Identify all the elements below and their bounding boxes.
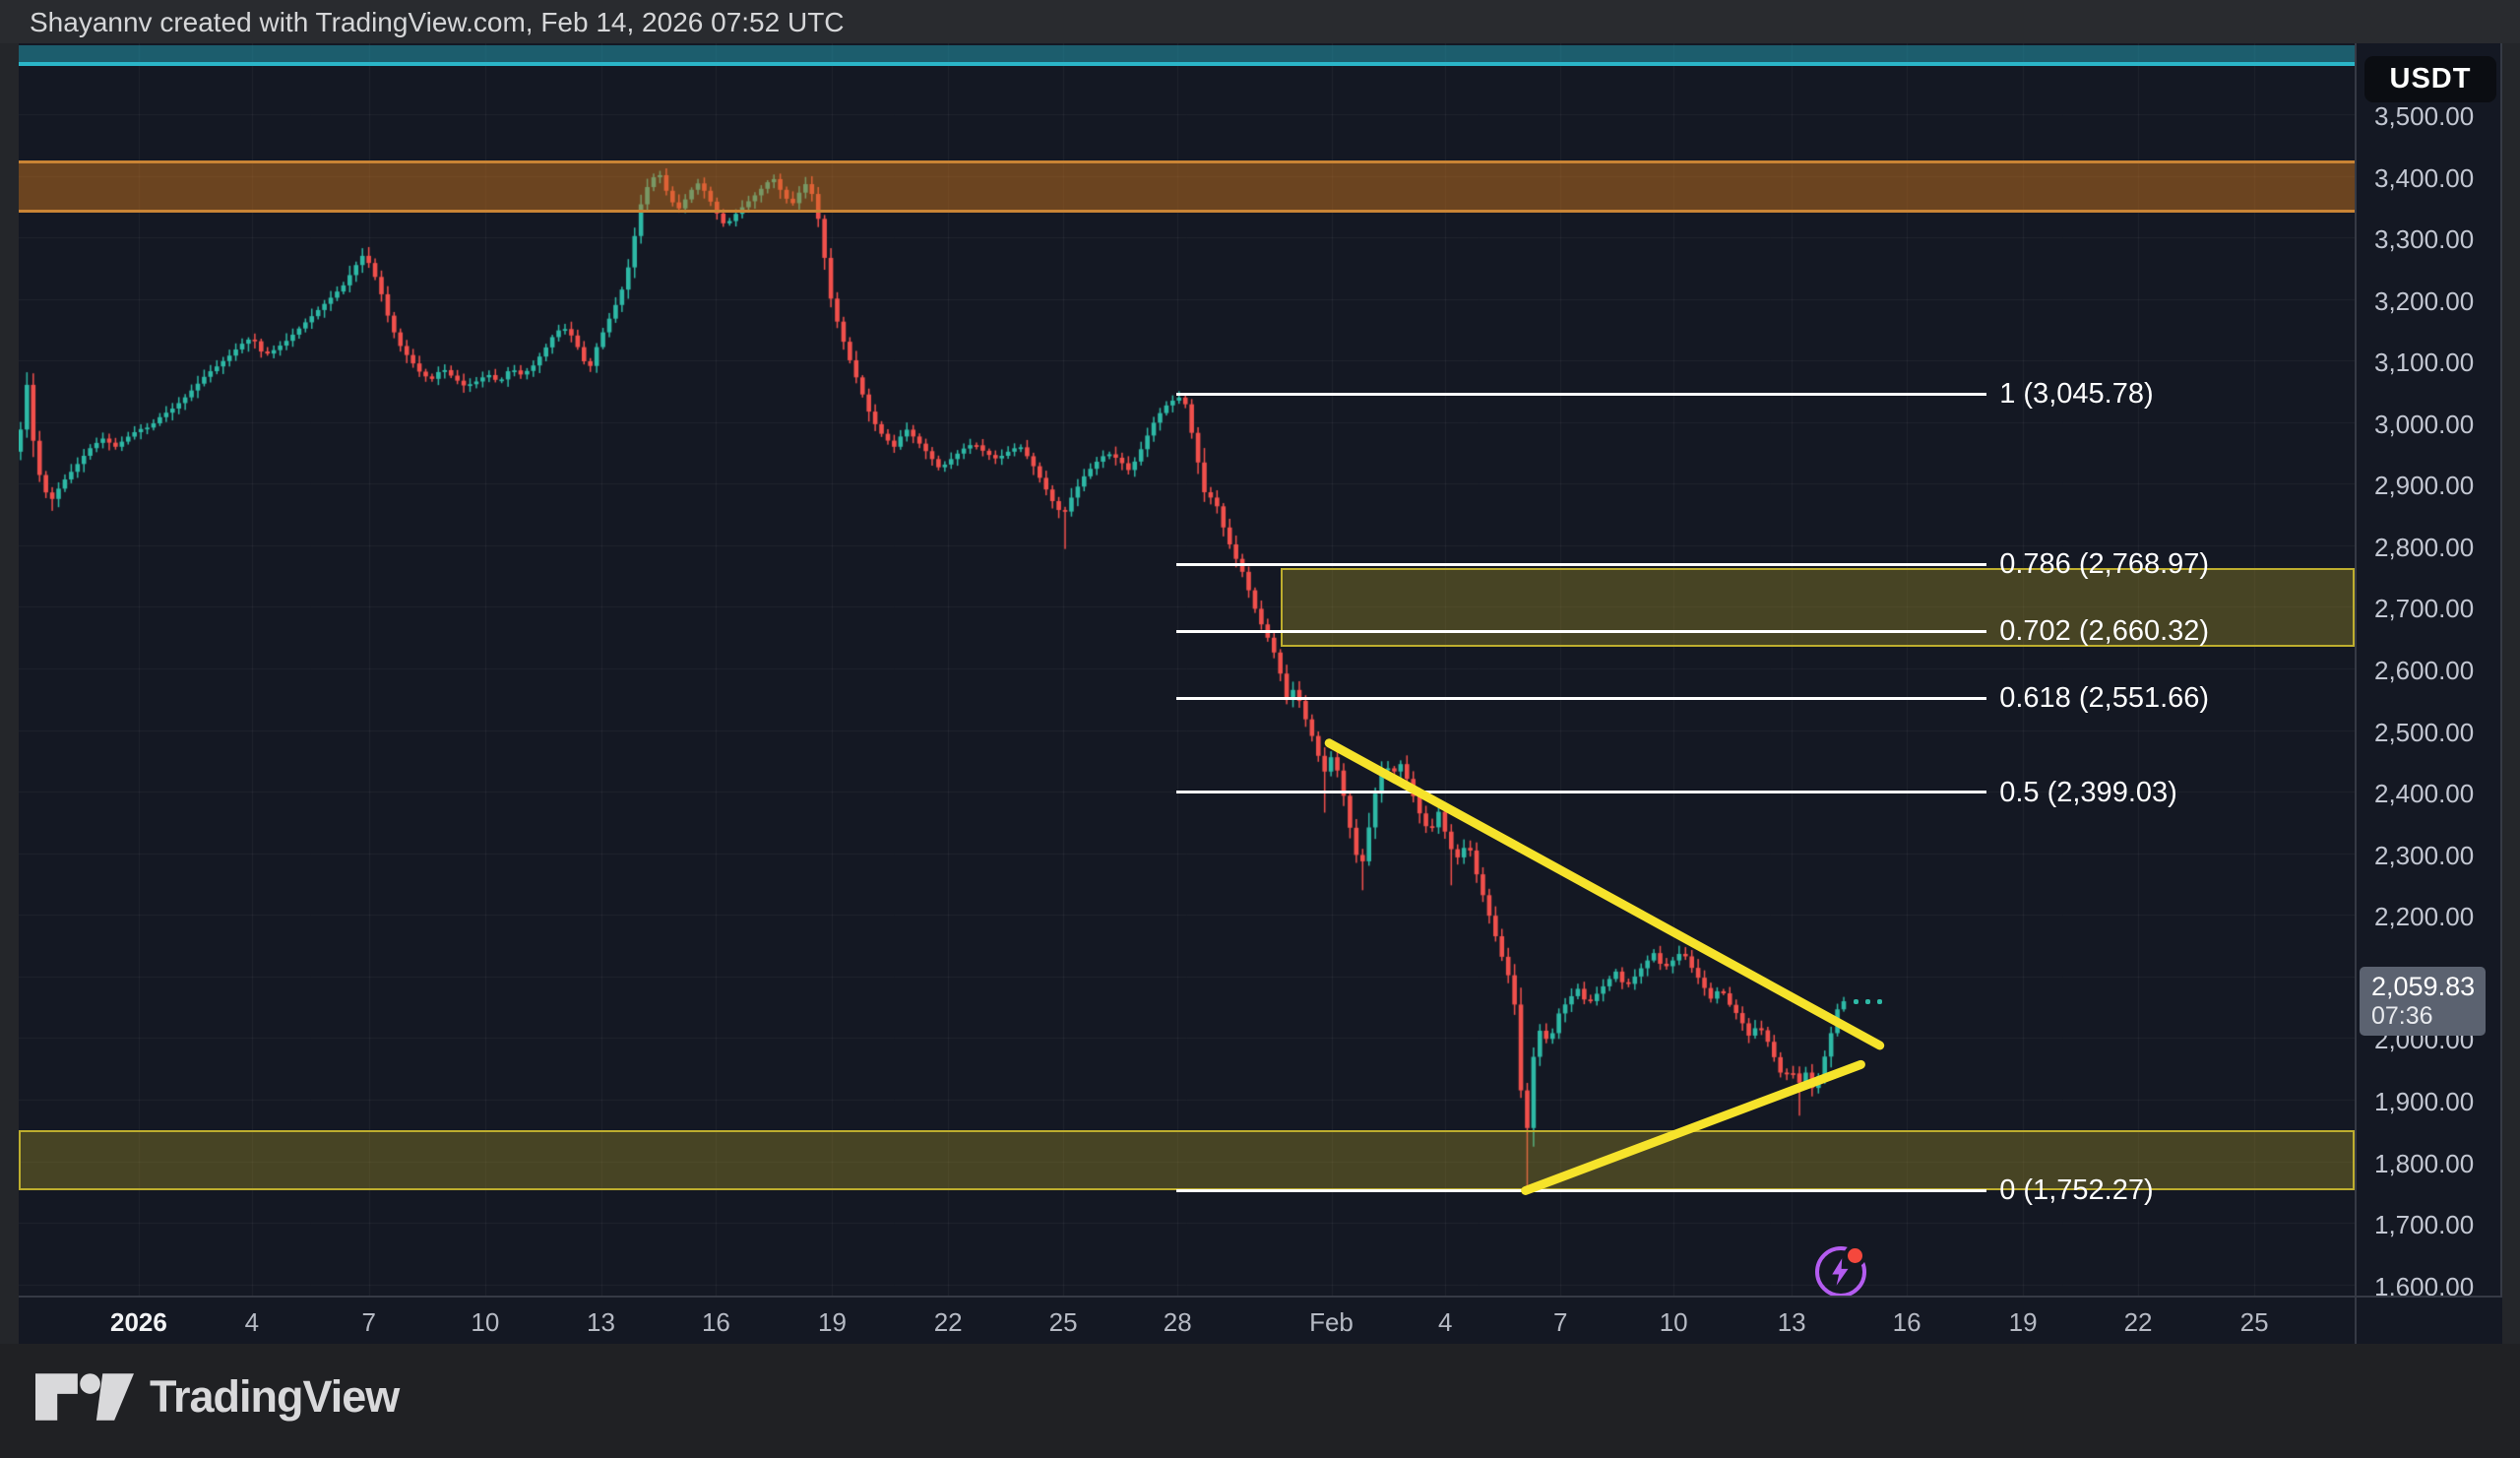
price-tick-1900: 1,900.00 — [2374, 1087, 2475, 1117]
price-tick-2600: 2,600.00 — [2374, 656, 2475, 686]
price-tick-3400: 3,400.00 — [2374, 162, 2475, 193]
attribution-text: Shayannv created with TradingView.com, F… — [30, 7, 845, 37]
triangle-lower-trendline[interactable] — [1521, 1059, 1865, 1195]
fib-label-0.702: 0.702 (2,660.32) — [1999, 615, 2210, 648]
candlestick-canvas[interactable] — [19, 43, 2355, 1296]
last-price-dot — [1853, 999, 1858, 1005]
price-tick-3100: 3,100.00 — [2374, 348, 2475, 378]
time-tick-10: 10 — [471, 1307, 500, 1337]
price-tick-2300: 2,300.00 — [2374, 840, 2475, 870]
price-tick-2400: 2,400.00 — [2374, 779, 2475, 809]
time-tick-4: 4 — [244, 1307, 260, 1337]
fib-line-0.618[interactable] — [1176, 696, 1987, 700]
triangle-upper-trendline[interactable] — [1324, 738, 1885, 1050]
zone-teal-resistance-zone[interactable] — [19, 44, 2355, 67]
lightning-bolt-icon — [1832, 1258, 1849, 1286]
last-price-dot — [1876, 999, 1882, 1005]
fib-label-0.786: 0.786 (2,768.97) — [1999, 548, 2210, 581]
tradingview-logo[interactable]: TradingView — [35, 1371, 400, 1423]
time-tick-7: 7 — [1552, 1307, 1568, 1337]
live-dot-icon — [1844, 1244, 1867, 1268]
live-stream-icon[interactable] — [1815, 1244, 1867, 1296]
fib-line-0.786[interactable] — [1176, 562, 1987, 566]
fib-label-0: 0 (1,752.27) — [1999, 1174, 2154, 1207]
price-tick-2900: 2,900.00 — [2374, 471, 2475, 501]
tradingview-logo-mark — [35, 1373, 134, 1421]
time-tick-13: 13 — [587, 1307, 615, 1337]
zone-fib-golden-zone[interactable] — [1280, 568, 2355, 648]
fib-label-1: 1 (3,045.78) — [1999, 378, 2154, 411]
time-tick-19: 19 — [2008, 1307, 2038, 1337]
zone-demand-zone[interactable] — [19, 1129, 2355, 1191]
time-tick-22: 22 — [2123, 1307, 2153, 1337]
last-price-countdown: 07:36 — [2371, 1002, 2433, 1031]
time-tick-19: 19 — [818, 1307, 847, 1337]
last-price-value: 2,059.83 — [2371, 972, 2476, 1002]
trendlines-svg — [1324, 738, 1885, 1195]
time-tick-25: 25 — [1048, 1307, 1078, 1337]
time-tick-Feb: Feb — [1309, 1307, 1354, 1337]
price-tick-3300: 3,300.00 — [2374, 224, 2475, 255]
price-tick-3000: 3,000.00 — [2374, 409, 2475, 439]
fib-line-0.5[interactable] — [1176, 791, 1987, 794]
time-tick-25: 25 — [2239, 1307, 2269, 1337]
last-price-badge: 2,059.83 07:36 — [2360, 967, 2486, 1037]
last-price-dot — [1864, 999, 1870, 1005]
fib-line-0[interactable] — [1176, 1188, 1987, 1192]
price-tick-1700: 1,700.00 — [2374, 1210, 2475, 1240]
time-tick-10: 10 — [1659, 1307, 1688, 1337]
time-tick-28: 28 — [1163, 1307, 1192, 1337]
time-tick-16: 16 — [1892, 1307, 1922, 1337]
time-axis[interactable]: 2026 4 7 10 13 16 19 22 25 28 Feb 4 7 10 13 16 19 22 25 — [19, 1296, 2355, 1344]
fib-line-0.702[interactable] — [1176, 629, 1987, 633]
price-tick-3200: 3,200.00 — [2374, 285, 2475, 316]
axis-corner — [2355, 1296, 2502, 1344]
price-tick-2200: 2,200.00 — [2374, 902, 2475, 932]
fib-line-1[interactable] — [1176, 392, 1987, 396]
price-axis[interactable]: USDT 3,500.00 3,400.00 3,300.00 3,200.00 3,1… — [2355, 43, 2502, 1344]
zone-supply-zone[interactable] — [19, 159, 2355, 214]
fib-label-0.5: 0.5 (2,399.03) — [1999, 776, 2177, 808]
price-tick-2500: 2,500.00 — [2374, 717, 2475, 747]
time-tick-4: 4 — [1438, 1307, 1453, 1337]
header-bar: Shayannv created with TradingView.com, F… — [0, 0, 2520, 43]
time-tick-7: 7 — [361, 1307, 376, 1337]
tradingview-logo-text: TradingView — [150, 1371, 400, 1422]
price-tick-3500: 3,500.00 — [2374, 100, 2475, 131]
price-tick-1800: 1,800.00 — [2374, 1148, 2475, 1178]
time-tick-22: 22 — [933, 1307, 963, 1337]
time-tick-2026: 2026 — [110, 1307, 167, 1337]
price-tick-2800: 2,800.00 — [2374, 532, 2475, 562]
time-tick-16: 16 — [701, 1307, 730, 1337]
price-tick-2700: 2,700.00 — [2374, 594, 2475, 624]
chart-overlay: 1 (3,045.78) 0.786 (2,768.97) 0.702 (2,660… — [19, 43, 2355, 1296]
quote-currency-chip[interactable]: USDT — [2364, 56, 2496, 102]
footer-bar: TradingView — [0, 1344, 2520, 1458]
time-tick-13: 13 — [1777, 1307, 1806, 1337]
fib-label-0.618: 0.618 (2,551.66) — [1999, 682, 2210, 715]
